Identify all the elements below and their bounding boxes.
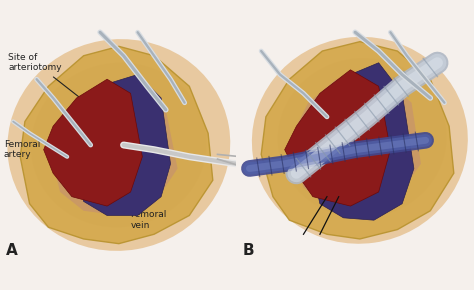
- Polygon shape: [285, 70, 391, 206]
- Ellipse shape: [278, 58, 447, 218]
- Ellipse shape: [8, 39, 230, 251]
- Polygon shape: [44, 79, 142, 206]
- Text: B: B: [242, 243, 254, 258]
- Ellipse shape: [31, 63, 207, 227]
- Polygon shape: [289, 70, 421, 211]
- Text: Site of
arteriotomy: Site of arteriotomy: [9, 53, 93, 108]
- Text: Femoral
artery: Femoral artery: [4, 140, 57, 160]
- Ellipse shape: [252, 37, 468, 244]
- Polygon shape: [261, 42, 454, 239]
- Polygon shape: [48, 79, 178, 215]
- Polygon shape: [308, 63, 414, 220]
- Polygon shape: [20, 46, 213, 244]
- Text: Femoral
vein: Femoral vein: [131, 183, 167, 230]
- Polygon shape: [72, 75, 171, 215]
- Text: A: A: [6, 243, 18, 258]
